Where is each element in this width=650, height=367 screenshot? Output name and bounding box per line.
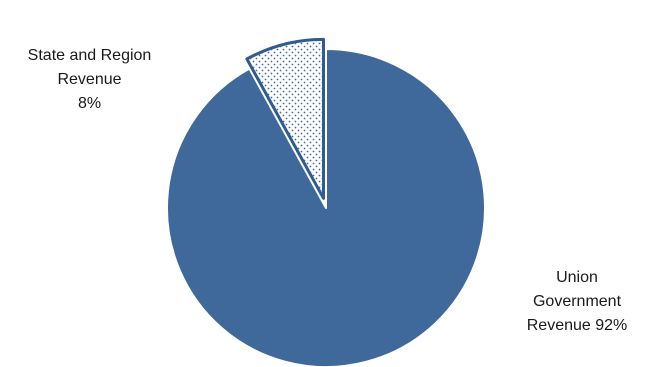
slice-label-line: 8% xyxy=(77,95,102,112)
slice-label-line: Government xyxy=(532,293,622,310)
slice-label-state-region: State and Region Revenue 8% xyxy=(2,44,177,116)
slice-label-line: Union xyxy=(556,269,598,286)
slice-label-line: Revenue xyxy=(57,71,122,88)
pie-slice-state-region xyxy=(245,37,326,200)
slice-label-line: Revenue 92% xyxy=(526,317,628,334)
pie-slice-union-government xyxy=(166,48,486,367)
slice-label-line: State and Region xyxy=(27,47,152,64)
slice-label-union-government: Union Government Revenue 92% xyxy=(512,266,642,338)
